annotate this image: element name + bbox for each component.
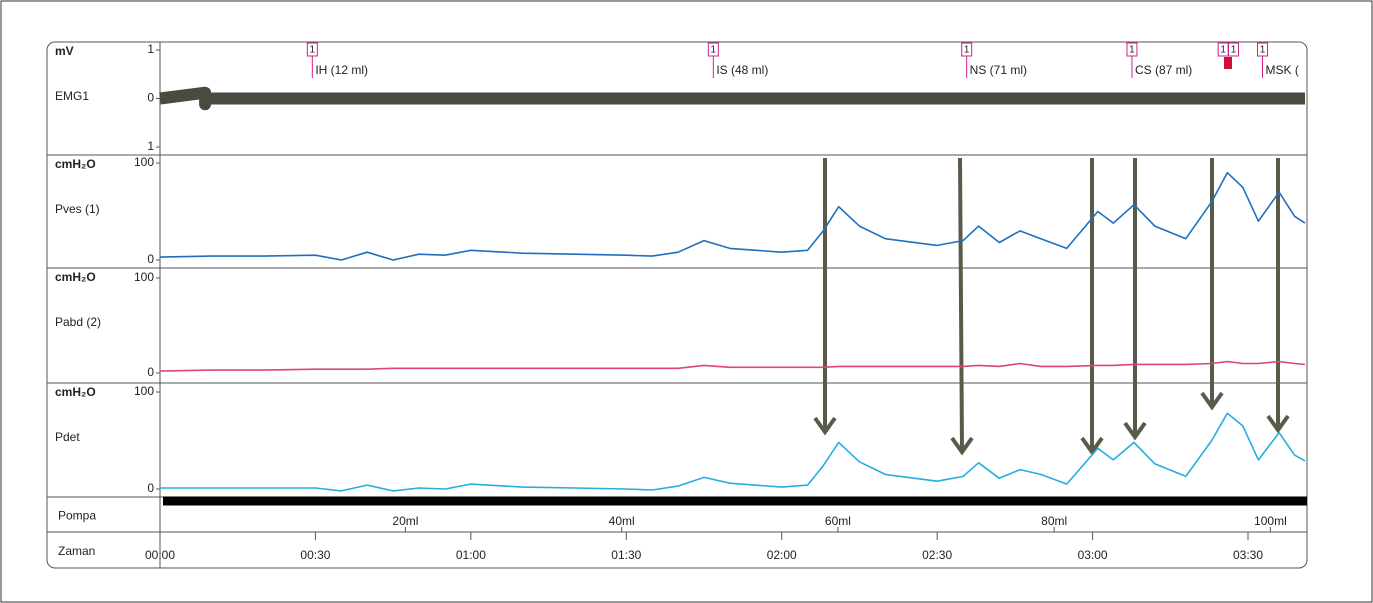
series-label: Pdet [55, 430, 80, 444]
row-lines [47, 154, 1307, 533]
event-label: MSK ( [1266, 63, 1299, 77]
x-tick-label: 60ml [825, 514, 851, 528]
unit-label: cmH₂O [55, 270, 96, 284]
event-bar [1224, 57, 1232, 69]
event-label: IS (48 ml) [716, 63, 768, 77]
unit-label: mV [55, 44, 74, 58]
event-marker: 1 [1129, 45, 1135, 56]
x-tick-label: 40ml [609, 514, 635, 528]
series-label: EMG1 [55, 89, 89, 103]
x-tick-label: 80ml [1041, 514, 1067, 528]
x-tick-label: 03:30 [1233, 548, 1263, 562]
y-tick-label: 0 [147, 365, 154, 379]
x-tick-label: 100ml [1254, 514, 1287, 528]
row-label: Zaman [58, 544, 95, 558]
event-box [1228, 42, 1240, 57]
x-tick-label: 20ml [392, 514, 418, 528]
trace [159, 171, 1306, 261]
event-marker: 1 [310, 45, 316, 56]
row-label: Pompa [58, 509, 96, 523]
x-tick-label: 03:00 [1078, 548, 1108, 562]
event-marker: 1 [1231, 45, 1237, 56]
trace [160, 412, 1306, 492]
event-label: IH (12 ml) [315, 63, 368, 77]
event-marker: 1 [964, 45, 970, 56]
panel [46, 41, 1308, 569]
y-tick-label: 100 [134, 155, 154, 169]
event-marker: 1 [1260, 45, 1266, 56]
x-tick-label: 00:00 [145, 548, 175, 562]
y-tick-label: 100 [134, 384, 154, 398]
event-marker: 1 [1220, 45, 1226, 56]
y-tick-label: 0 [147, 252, 154, 266]
x-tick-label: 02:30 [922, 548, 952, 562]
y-tick-label: 1 [147, 139, 154, 153]
series-label: Pabd (2) [55, 315, 101, 329]
y-tick-label: 0 [147, 91, 154, 105]
x-tick-label: 01:30 [611, 548, 641, 562]
event-marker: 1 [711, 45, 717, 56]
y-tick-label: 100 [134, 270, 154, 284]
x-tick-label: 02:00 [767, 548, 797, 562]
trace [159, 360, 1306, 372]
event-label: CS (87 ml) [1135, 63, 1192, 77]
unit-label: cmH₂O [55, 157, 96, 171]
series-label: Pves (1) [55, 202, 100, 216]
unit-label: cmH₂O [55, 385, 96, 399]
x-tick-label: 01:00 [456, 548, 486, 562]
arrows [813, 157, 1290, 456]
x-tick-label: 00:30 [300, 548, 330, 562]
y-tick-label: 1 [147, 42, 154, 56]
trace [159, 86, 1305, 111]
event-label: NS (71 ml) [970, 63, 1027, 77]
y-tick-label: 0 [147, 481, 154, 495]
